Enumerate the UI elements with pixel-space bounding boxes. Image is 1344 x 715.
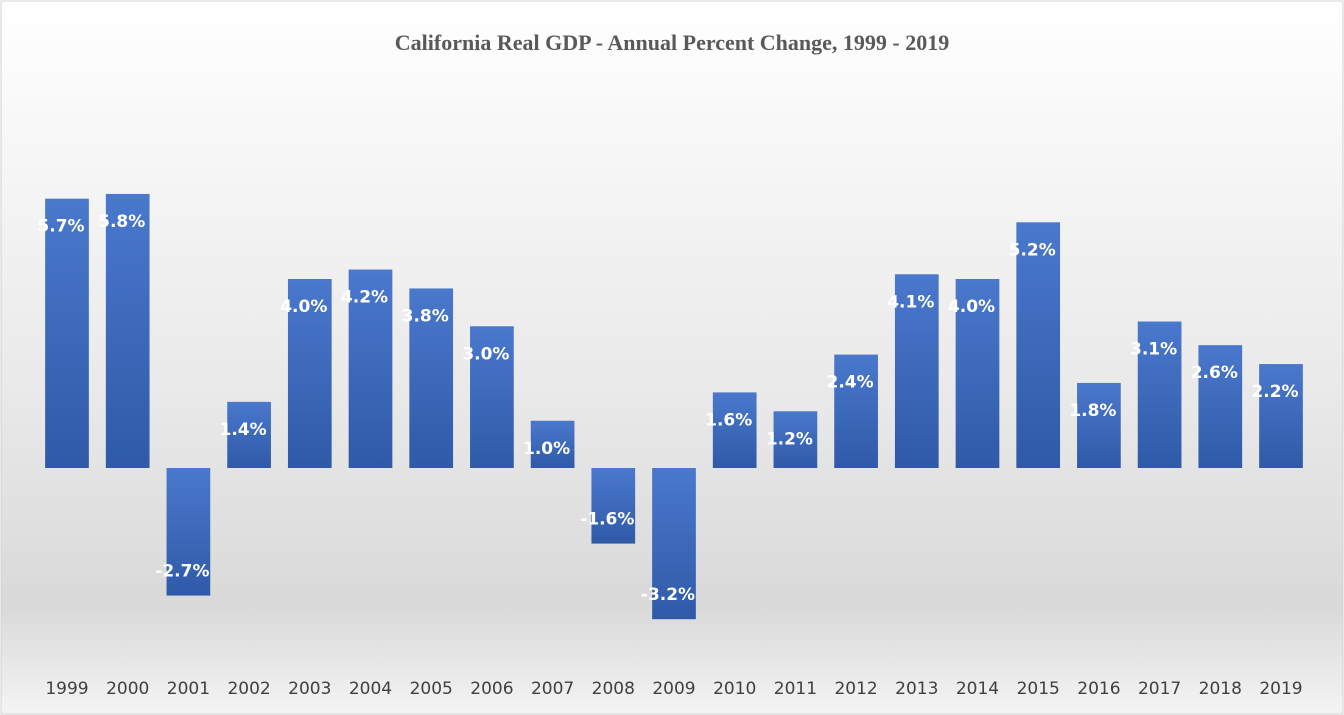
x-tick-label: 2013 (895, 679, 938, 699)
bar (591, 468, 636, 544)
data-label: -2.7% (155, 562, 209, 582)
x-tick-label: 2000 (106, 679, 149, 699)
bar (348, 269, 393, 468)
bar (652, 468, 696, 620)
x-tick-label: 2011 (774, 679, 817, 699)
bar (470, 326, 514, 468)
bar (773, 411, 818, 468)
bar (45, 198, 89, 469)
chart-title: California Real GDP - Annual Percent Cha… (395, 30, 949, 55)
bar (712, 392, 757, 468)
data-label: 1.0% (523, 439, 570, 459)
x-tick-label: 2016 (1077, 679, 1120, 699)
x-tick-label: 2004 (349, 679, 392, 699)
data-label: -1.6% (580, 510, 634, 530)
data-label: 5.7% (37, 217, 84, 237)
data-label: 1.2% (766, 429, 813, 449)
data-label: 3.1% (1130, 340, 1177, 360)
x-tick-label: 2005 (410, 679, 453, 699)
x-tick-label: 2008 (592, 679, 635, 699)
x-tick-label: 2001 (167, 679, 210, 699)
data-label: 2.2% (1251, 382, 1298, 402)
bar (287, 279, 332, 468)
x-tick-label: 2017 (1138, 679, 1181, 699)
data-label: 4.0% (280, 297, 327, 317)
bar (1077, 382, 1121, 468)
bar (955, 279, 1000, 468)
x-tick-label: 2010 (713, 679, 756, 699)
x-tick-label: 2019 (1259, 679, 1302, 699)
x-tick-label: 1999 (45, 679, 88, 699)
x-tick-label: 2015 (1017, 679, 1060, 699)
data-label: 3.8% (402, 306, 449, 326)
bar (105, 193, 150, 468)
bar (166, 468, 211, 596)
data-label: 4.2% (341, 288, 388, 308)
bar (1198, 345, 1243, 468)
bar (530, 420, 575, 468)
x-tick-label: 2014 (956, 679, 999, 699)
x-tick-label: 2003 (288, 679, 331, 699)
bar (409, 288, 454, 468)
data-label: 1.6% (705, 410, 752, 430)
x-tick-label: 2012 (834, 679, 877, 699)
bar (1016, 222, 1061, 468)
bar (1137, 321, 1182, 468)
data-label: 1.8% (1069, 401, 1116, 421)
x-tick-label: 2007 (531, 679, 574, 699)
data-label: 5.2% (1009, 240, 1056, 260)
data-label: 4.0% (948, 297, 995, 317)
data-label: 4.1% (887, 292, 934, 312)
bar (1259, 364, 1303, 468)
bar (227, 401, 271, 468)
bar (834, 354, 878, 468)
data-label: 3.0% (462, 344, 509, 364)
data-label: -3.2% (641, 585, 695, 605)
data-label: 2.6% (1191, 363, 1238, 383)
x-tick-label: 2009 (652, 679, 695, 699)
x-tick-label: 2018 (1199, 679, 1242, 699)
data-label: 1.4% (220, 420, 267, 440)
x-tick-label: 2002 (227, 679, 270, 699)
bar (894, 274, 939, 468)
data-label: 2.4% (827, 373, 874, 393)
x-tick-label: 2006 (470, 679, 513, 699)
data-label: 5.8% (98, 212, 145, 232)
